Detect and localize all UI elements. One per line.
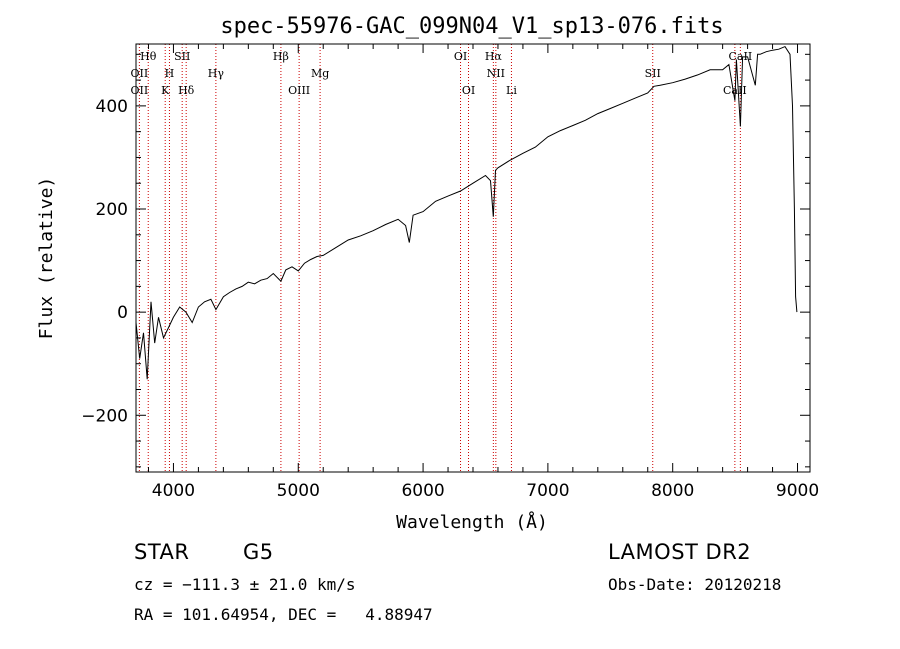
plot-frame: [135, 43, 811, 473]
x-tick-label-2: 6000: [401, 481, 444, 501]
y-tick-label-3: 400: [96, 97, 128, 117]
marker-label-15: Li: [506, 84, 517, 97]
marker-label-8: Hβ: [273, 50, 289, 63]
x-tick-label-4: 8000: [651, 481, 694, 501]
marker-label-0: Hθ: [140, 50, 157, 63]
marker-label-2: OII: [131, 84, 149, 97]
object-subclass: G5: [243, 540, 274, 564]
redshift-cz: cz = −111.3 ± 21.0 km/s: [134, 575, 356, 594]
marker-label-11: OI: [454, 50, 467, 63]
x-tick-label-1: 5000: [277, 481, 320, 501]
y-tick-label-2: 200: [96, 200, 128, 220]
spectrum-line: [135, 45, 798, 380]
marker-label-4: K: [161, 84, 170, 97]
marker-label-1: OII: [131, 67, 149, 80]
marker-label-5: SII: [174, 50, 190, 63]
observation-date: Obs-Date: 20120218: [608, 575, 782, 594]
marker-label-12: OI: [462, 84, 475, 97]
marker-label-3: H: [165, 67, 175, 80]
coordinates: RA = 101.64954, DEC = 4.88947: [134, 605, 433, 624]
survey-name: LAMOST DR2: [608, 540, 752, 564]
marker-label-13: Hα: [485, 50, 503, 63]
x-tick-label-0: 4000: [152, 481, 195, 501]
axes: 4000 5000 6000 7000 8000 9000 −200 0 200 400: [81, 44, 819, 501]
marker-label-10: OIII: [288, 84, 310, 97]
marker-label-16: SII: [645, 67, 661, 80]
x-tick-label-3: 7000: [526, 481, 569, 501]
y-axis-label: Flux (relative): [36, 177, 57, 340]
object-class: STAR: [134, 540, 190, 564]
marker-label-6: Hδ: [178, 84, 195, 97]
y-tick-label-1: 0: [117, 303, 128, 323]
spectral-line-markers: HθOIIOIIHKSIIHδHγHβMgOIIIOIOIHαNIILiSIIC…: [131, 44, 752, 472]
y-tick-label-0: −200: [81, 406, 128, 426]
marker-label-14: NII: [487, 67, 505, 80]
marker-label-9: Mg: [311, 67, 329, 80]
x-axis-label: Wavelength (Å): [396, 511, 548, 533]
x-tick-label-5: 9000: [776, 481, 819, 501]
chart-title: spec-55976-GAC_099N04_V1_sp13-076.fits: [220, 14, 723, 39]
marker-label-7: Hγ: [208, 67, 225, 80]
